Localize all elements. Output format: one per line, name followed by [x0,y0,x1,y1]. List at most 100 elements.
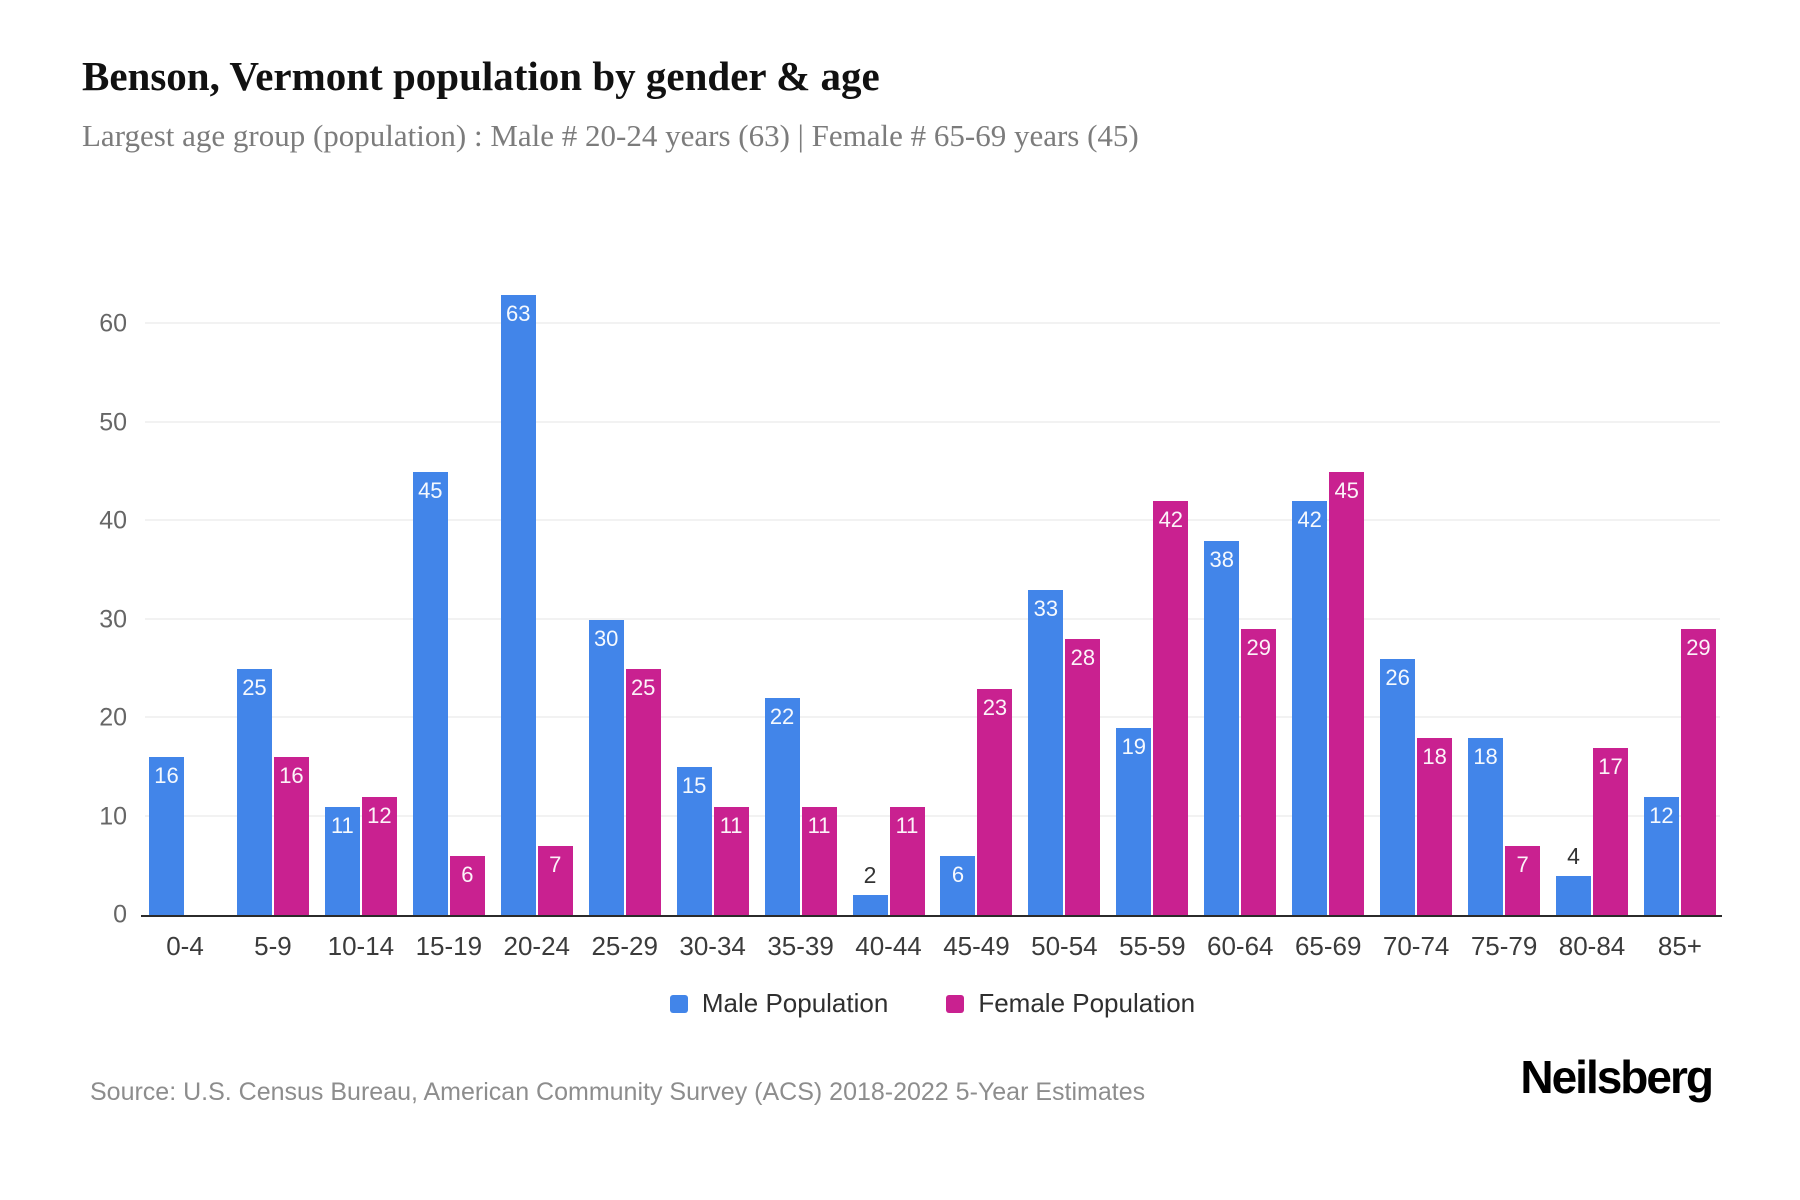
bar-group-5-9: 25 16 5-9 [236,275,309,961]
bar-group-45-49: 6 23 45-49 [940,275,1013,961]
bar-group-55-59: 19 42 55-59 [1116,275,1189,961]
bar-value-label: 26 [1385,665,1410,690]
bar-value-label: 23 [982,694,1008,720]
bar-group-75-79: 18 7 75-79 [1468,275,1541,961]
bar-value-label: 22 [769,704,795,730]
bar-male-55-59: 19 [1116,727,1152,915]
bar-female-45-49: 23 [977,688,1013,915]
bar-value-label: 4 [1567,842,1580,869]
bar-value-label: 6 [951,861,965,887]
bar-male-70-74: 26 [1380,659,1416,915]
plot-area: 16 0-4 25 16 5-9 11 12 10-14 45 6 15-19 63 7 20-24 30 2… [99,275,1722,961]
gridline-50 [145,420,1720,423]
bar-male-5-9: 25 [236,668,272,915]
bar-female-40-44: 11 [889,806,925,915]
bar-group-85+: 12 29 85+ [1643,275,1716,961]
bar-female-80-84: 17 [1593,747,1628,915]
x-axis-label-35-39: 35-39 [767,931,834,961]
gridline-20 [145,716,1720,719]
bar-male-35-39: 22 [764,698,800,915]
bar-value-label: 45 [1334,477,1359,503]
bar-value-label: 29 [1686,635,1711,661]
bar-value-label: 33 [1033,596,1059,622]
bar-value-label: 30 [593,625,619,651]
legend-item-female-population: Female Population [946,988,1195,1019]
bar-male-25-29: 30 [588,619,624,915]
x-axis-line [141,915,1722,917]
bar-value-label: 16 [279,763,304,789]
bar-male-10-14: 11 [324,806,360,915]
x-axis-label-60-64: 60-64 [1207,931,1274,961]
bar-value-label: 11 [807,812,831,838]
bar-value-label: 19 [1121,733,1147,759]
x-axis-label-10-14: 10-14 [327,931,395,961]
bar-group-70-74: 26 18 70-74 [1380,275,1453,961]
bar-groups-container: 16 0-4 25 16 5-9 11 12 10-14 45 6 15-19 63 7 20-24 30 2… [149,275,1716,961]
legend-swatch-icon [946,994,965,1013]
x-axis-label-15-19: 15-19 [415,931,483,961]
bar-value-label: 16 [154,763,179,789]
bar-male-75-79: 18 [1468,737,1504,915]
bar-female-15-19: 6 [449,855,485,915]
bar-female-50-54: 28 [1065,639,1101,915]
bar-female-25-29: 25 [625,668,661,915]
bar-group-15-19: 45 6 15-19 [412,275,485,961]
x-axis-label-70-74: 70-74 [1382,931,1450,961]
bar-group-80-84: 4 17 80-84 [1556,275,1628,961]
bar-value-label: 25 [630,674,656,700]
x-axis-label-85+: 85+ [1657,931,1702,961]
bar-value-label: 7 [549,852,562,878]
x-axis-label-0-4: 0-4 [166,931,204,961]
bar-value-label: 11 [719,812,743,838]
bar-female-30-34: 11 [713,806,749,915]
bar-value-label: 28 [1070,645,1096,671]
bar-group-25-29: 30 25 25-29 [588,275,661,961]
bar-female-65-69: 45 [1329,471,1365,915]
bar-group-35-39: 22 11 35-39 [764,275,837,961]
x-axis-label-5-9: 5-9 [254,931,292,961]
bar-value-label: 11 [330,812,354,838]
bar-group-20-24: 63 7 20-24 [500,275,573,961]
brand-logo: Neilsberg [1520,1051,1714,1103]
y-axis-tick-label: 30 [99,605,127,634]
gridline-40 [145,519,1720,522]
bar-female-60-64: 29 [1241,629,1277,915]
x-axis-label-75-79: 75-79 [1470,931,1538,961]
legend: Male Population Female Population [145,988,1720,1019]
bar-male-30-34: 15 [676,767,712,915]
bar-male-60-64: 38 [1204,540,1240,915]
x-axis-label-45-49: 45-49 [943,931,1010,961]
gridline-60 [145,322,1720,325]
bar-group-60-64: 38 29 60-64 [1204,275,1277,961]
bar-value-label: 18 [1473,743,1498,769]
bar-group-50-54: 33 28 50-54 [1028,275,1101,961]
page-title: Benson, Vermont population by gender & a… [82,53,880,99]
x-axis-label-30-34: 30-34 [679,931,746,961]
bar-value-label: 63 [506,300,531,326]
x-axis-label-20-24: 20-24 [503,931,571,961]
bar-value-label: 42 [1158,507,1184,533]
bar-value-label: 45 [418,477,443,503]
bar-value-label: 18 [1422,743,1447,769]
bar-group-0-4: 16 0-4 [149,275,221,961]
bar-female-10-14: 12 [361,796,397,915]
y-axis-tick-label: 0 [113,900,127,929]
bar-value-label: 6 [461,861,474,887]
bar-male-50-54: 33 [1028,590,1064,915]
legend-swatch-icon [669,994,688,1013]
x-axis-label-55-59: 55-59 [1119,931,1186,961]
bar-female-5-9: 16 [273,757,309,915]
x-axis-label-40-44: 40-44 [855,931,922,961]
gridline-10 [145,814,1720,817]
bar-value-label: 12 [367,802,392,828]
gridline-30 [145,617,1720,620]
x-axis-label-80-84: 80-84 [1558,931,1626,961]
bar-female-70-74: 18 [1417,737,1453,915]
bar-female-55-59: 42 [1153,501,1189,915]
bar-value-label: 15 [681,773,707,799]
chart-subtitle: Largest age group (population) : Male # … [82,118,1139,153]
legend-item-male-population: Male Population [669,988,888,1019]
bar-female-85+: 29 [1680,629,1716,915]
bar-value-label: 42 [1297,507,1322,533]
